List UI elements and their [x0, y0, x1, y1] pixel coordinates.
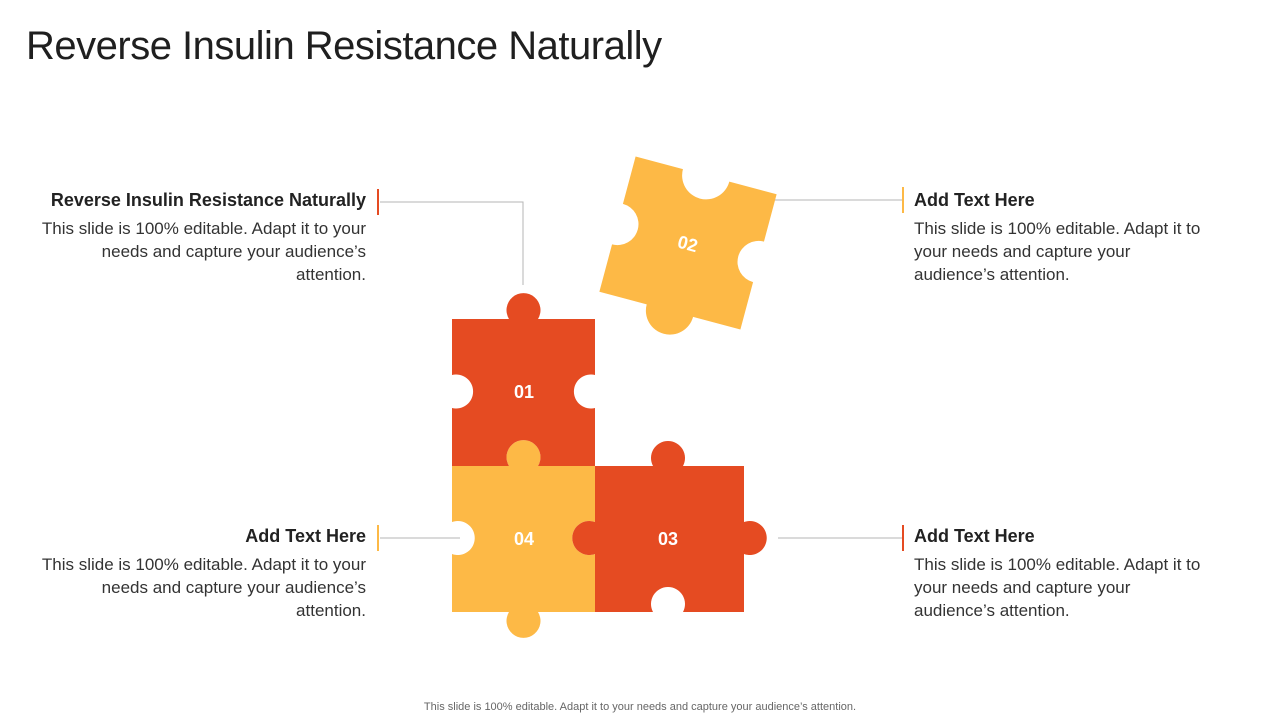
- puzzle-label-03: 03: [658, 529, 678, 549]
- accent-bar-top-right: [902, 187, 904, 213]
- block-heading: Reverse Insulin Resistance Naturally: [50, 190, 366, 210]
- block-body: This slide is 100% editable. Adapt it to…: [41, 555, 366, 620]
- block-body: This slide is 100% editable. Adapt it to…: [914, 555, 1201, 620]
- footer-note: This slide is 100% editable. Adapt it to…: [423, 701, 857, 713]
- puzzle-piece-01: 01: [452, 293, 595, 466]
- block-heading: Add Text Here: [245, 526, 366, 546]
- block-body: This slide is 100% editable. Adapt it to…: [41, 219, 366, 284]
- puzzle-label-04: 04: [514, 529, 534, 549]
- slide-title: Reverse Insulin Resistance Naturally: [26, 24, 662, 68]
- text-block-top-right: Add Text Here This slide is 100% editabl…: [914, 190, 1214, 286]
- accent-bar-bottom-right: [902, 525, 904, 551]
- accent-bar-top-left: [377, 189, 379, 215]
- puzzle-piece-02: 02: [599, 156, 777, 335]
- puzzle-piece-04: 04: [452, 440, 595, 638]
- text-block-bottom-left: Add Text Here This slide is 100% editabl…: [36, 526, 366, 622]
- block-heading: Add Text Here: [914, 190, 1035, 210]
- connector-line-top-left: [380, 201, 524, 285]
- accent-bar-bottom-left: [377, 525, 379, 551]
- block-body: This slide is 100% editable. Adapt it to…: [914, 219, 1201, 284]
- puzzle-piece-03: 03: [572, 440, 767, 612]
- block-heading: Add Text Here: [914, 526, 1035, 546]
- text-block-bottom-right: Add Text Here This slide is 100% editabl…: [914, 526, 1214, 622]
- puzzle-label-01: 01: [514, 382, 534, 402]
- text-block-top-left: Reverse Insulin Resistance Naturally Thi…: [36, 190, 366, 286]
